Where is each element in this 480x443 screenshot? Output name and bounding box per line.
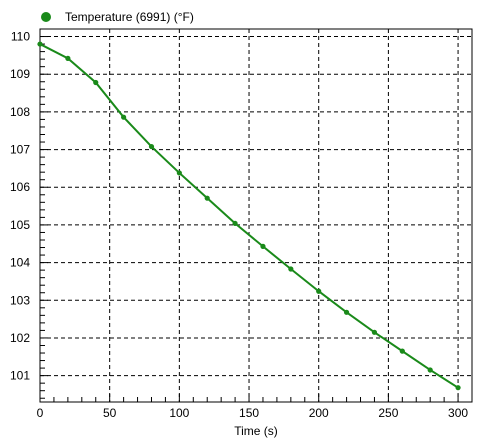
series <box>37 41 461 391</box>
x-tick-label: 50 <box>103 406 117 420</box>
y-tick-label: 104 <box>10 256 30 270</box>
axis-ticks <box>40 28 473 402</box>
x-tick-label: 200 <box>309 406 329 420</box>
data-point <box>121 114 127 120</box>
data-point <box>93 79 99 86</box>
data-point <box>260 243 266 249</box>
data-point <box>316 288 322 294</box>
data-point <box>371 329 378 335</box>
data-point <box>176 170 182 176</box>
y-tick-label: 110 <box>11 30 30 44</box>
y-tick-label: 106 <box>10 180 30 194</box>
y-tick-label: 109 <box>10 67 30 81</box>
data-point <box>343 309 350 315</box>
legend: Temperature (6991) (°F) <box>41 10 194 24</box>
y-tick-label: 105 <box>10 218 30 232</box>
x-tick-label: 150 <box>239 406 259 420</box>
x-tick-label: 100 <box>169 406 189 420</box>
data-point <box>288 266 294 272</box>
grid <box>40 29 472 402</box>
data-point <box>455 385 461 391</box>
legend-marker <box>41 12 51 22</box>
y-tick-label: 103 <box>10 293 30 307</box>
data-point <box>204 195 210 201</box>
legend-label: Temperature (6991) (°F) <box>65 10 194 24</box>
data-point <box>232 220 238 227</box>
y-tick-label: 101 <box>10 369 30 383</box>
tick-labels: 0 50 100 150 200 250 300 101 102 103 104 105 106 107 1… <box>10 30 468 420</box>
x-tick-label: 250 <box>378 406 398 420</box>
y-tick-label: 108 <box>10 105 30 119</box>
data-point <box>148 143 155 150</box>
x-tick-label: 0 <box>37 406 44 420</box>
data-point <box>65 55 71 61</box>
plot-border <box>39 28 473 403</box>
y-tick-label: 107 <box>10 143 30 157</box>
data-point <box>399 348 405 354</box>
temperature-series-line <box>39 43 459 389</box>
y-tick-label: 102 <box>10 331 30 345</box>
x-tick-label: 300 <box>448 406 468 420</box>
data-point <box>427 367 433 373</box>
x-axis-label: Time (s) <box>234 424 278 438</box>
data-point <box>37 41 43 47</box>
plot-frame <box>39 28 473 403</box>
